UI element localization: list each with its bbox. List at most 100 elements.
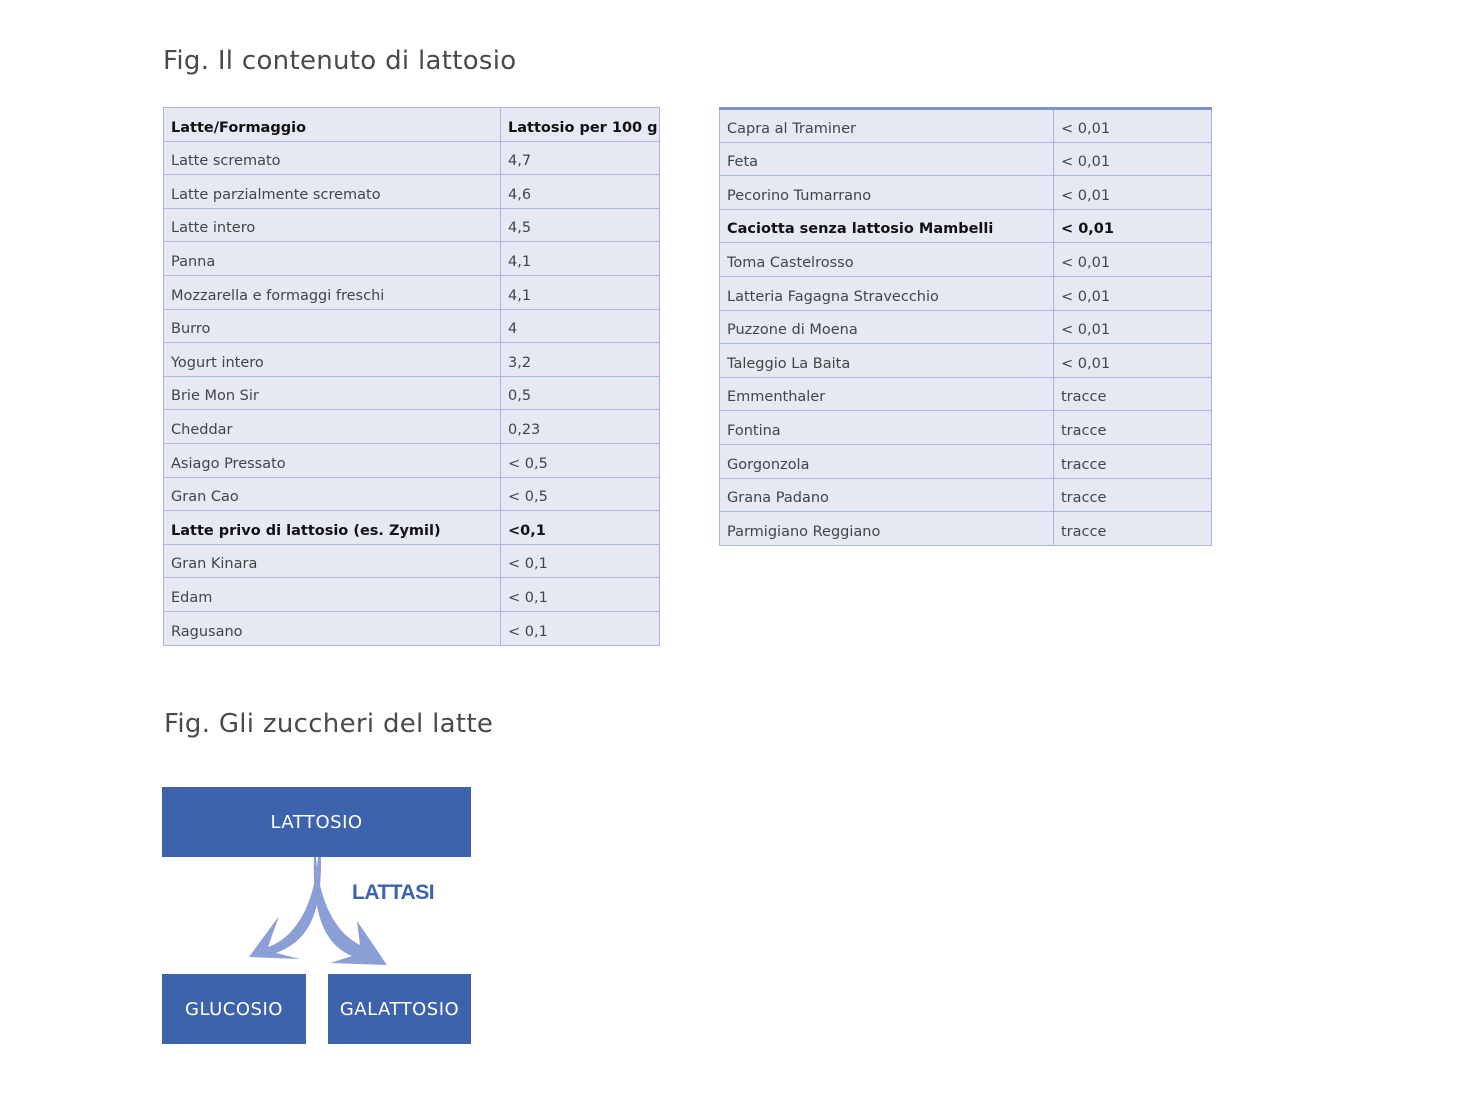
lactose-cell: < 0,01 <box>1053 141 1212 177</box>
food-cell: Latte privo di lattosio (es. Zymil) <box>163 510 501 545</box>
lactose-table-left: Latte/Formaggio Lattosio per 100 g Latte… <box>163 107 660 646</box>
header-cell-food: Latte/Formaggio <box>163 107 501 142</box>
lactose-cell: < 0,5 <box>500 442 660 478</box>
food-cell: Yogurt intero <box>163 342 501 377</box>
food-cell: Mozzarella e formaggi freschi <box>163 274 501 310</box>
table-row: Burro 4 <box>163 308 660 344</box>
table-row: Latte scremato 4,7 <box>163 140 660 176</box>
table-row: Fontina tracce <box>719 410 1212 445</box>
food-cell: Feta <box>719 141 1054 177</box>
table-row-highlighted: Latte privo di lattosio (es. Zymil) <0,1 <box>163 510 660 545</box>
food-cell: Gran Kinara <box>163 543 501 579</box>
lactose-cell: < 0,01 <box>1053 208 1212 244</box>
food-cell: Toma Castelrosso <box>719 242 1054 277</box>
lactose-cell: 3,2 <box>500 342 660 377</box>
figure-title-milk-sugars: Fig. Gli zuccheri del latte <box>164 709 494 739</box>
table-header-row: Latte/Formaggio Lattosio per 100 g <box>163 107 660 142</box>
lactose-cell: < 0,01 <box>1053 309 1212 345</box>
table-row-highlighted: Caciotta senza lattosio Mambelli < 0,01 <box>719 208 1212 244</box>
food-cell: Latte parzialmente scremato <box>163 174 501 209</box>
food-cell: Ragusano <box>163 610 501 646</box>
lactose-cell: < 0,01 <box>1053 242 1212 277</box>
lactose-cell: 0,23 <box>500 409 660 444</box>
lactose-cell: < 0,01 <box>1053 175 1212 210</box>
food-cell: Latteria Fagagna Stravecchio <box>719 275 1054 311</box>
galactose-box: GALATTOSIO <box>328 974 471 1044</box>
food-cell: Puzzone di Moena <box>719 309 1054 345</box>
galactose-box-label: GALATTOSIO <box>339 998 460 1020</box>
figure-title-lactose-content: Fig. Il contenuto di lattosio <box>163 46 517 76</box>
lactose-cell: < 0,5 <box>500 476 660 512</box>
lactose-cell: < 0,1 <box>500 543 660 579</box>
lactose-cell: tracce <box>1053 376 1212 412</box>
food-cell: Latte intero <box>163 207 501 243</box>
food-cell: Gran Cao <box>163 476 501 512</box>
lactose-box-label: LATTOSIO <box>270 811 363 833</box>
food-cell: Edam <box>163 577 501 612</box>
lactose-cell: tracce <box>1053 410 1212 445</box>
table-row: Ragusano < 0,1 <box>163 610 660 646</box>
lactose-cell: < 0,1 <box>500 610 660 646</box>
table-row: Latte parzialmente scremato 4,6 <box>163 174 660 209</box>
arrow-right-icon <box>313 857 387 965</box>
food-cell: Grana Padano <box>719 477 1054 513</box>
food-cell: Burro <box>163 308 501 344</box>
food-cell: Taleggio La Baita <box>719 343 1054 378</box>
lactose-cell: 4,1 <box>500 241 660 276</box>
enzyme-label-lattasi: LATTASI <box>352 881 435 904</box>
food-cell: Capra al Traminer <box>719 108 1054 143</box>
food-cell: Parmigiano Reggiano <box>719 511 1054 546</box>
lactose-table-right: Capra al Traminer < 0,01 Feta < 0,01 Pecor… <box>719 107 1212 546</box>
food-cell: Asiago Pressato <box>163 442 501 478</box>
split-arrows-icon <box>249 857 387 965</box>
table-row: Yogurt intero 3,2 <box>163 342 660 377</box>
lactose-cell: 0,5 <box>500 375 660 411</box>
lactose-cell: tracce <box>1053 511 1212 546</box>
table-row: Latteria Fagagna Stravecchio < 0,01 <box>719 275 1212 311</box>
lactose-cell: 4,1 <box>500 274 660 310</box>
table-row: Gran Kinara < 0,1 <box>163 543 660 579</box>
table-row: Latte intero 4,5 <box>163 207 660 243</box>
food-cell: Pecorino Tumarrano <box>719 175 1054 210</box>
table-row: Feta < 0,01 <box>719 141 1212 177</box>
lactose-cell: 4 <box>500 308 660 344</box>
table-row: Taleggio La Baita < 0,01 <box>719 343 1212 378</box>
food-cell: Emmenthaler <box>719 376 1054 412</box>
table-row: Asiago Pressato < 0,5 <box>163 442 660 478</box>
lactose-cell: 4,5 <box>500 207 660 243</box>
food-cell: Panna <box>163 241 501 276</box>
table-row: Panna 4,1 <box>163 241 660 276</box>
table-row: Pecorino Tumarrano < 0,01 <box>719 175 1212 210</box>
table-row: Grana Padano tracce <box>719 477 1212 513</box>
table-row: Puzzone di Moena < 0,01 <box>719 309 1212 345</box>
lactose-cell: 4,7 <box>500 140 660 176</box>
food-cell: Fontina <box>719 410 1054 445</box>
lactose-cell: 4,6 <box>500 174 660 209</box>
table-row: Gorgonzola tracce <box>719 443 1212 479</box>
food-cell: Latte scremato <box>163 140 501 176</box>
table-row: Brie Mon Sir 0,5 <box>163 375 660 411</box>
header-cell-lactose: Lattosio per 100 g <box>500 107 660 142</box>
lactose-cell: < 0,1 <box>500 577 660 612</box>
lactose-cell: < 0,01 <box>1053 108 1212 143</box>
table-row: Emmenthaler tracce <box>719 376 1212 412</box>
lactose-cell: <0,1 <box>500 510 660 545</box>
table-row: Mozzarella e formaggi freschi 4,1 <box>163 274 660 310</box>
food-cell: Gorgonzola <box>719 443 1054 479</box>
table-row: Cheddar 0,23 <box>163 409 660 444</box>
glucose-box: GLUCOSIO <box>162 974 306 1044</box>
food-cell: Caciotta senza lattosio Mambelli <box>719 208 1054 244</box>
table-row: Gran Cao < 0,5 <box>163 476 660 512</box>
table-row: Edam < 0,1 <box>163 577 660 612</box>
table-row: Toma Castelrosso < 0,01 <box>719 242 1212 277</box>
lactose-cell: tracce <box>1053 477 1212 513</box>
table-row: Capra al Traminer < 0,01 <box>719 108 1212 143</box>
lactose-cell: < 0,01 <box>1053 343 1212 378</box>
lactose-cell: tracce <box>1053 443 1212 479</box>
lactose-box: LATTOSIO <box>162 787 471 857</box>
lactose-cell: < 0,01 <box>1053 275 1212 311</box>
food-cell: Brie Mon Sir <box>163 375 501 411</box>
glucose-box-label: GLUCOSIO <box>185 998 283 1020</box>
table-row: Parmigiano Reggiano tracce <box>719 511 1212 546</box>
food-cell: Cheddar <box>163 409 501 444</box>
